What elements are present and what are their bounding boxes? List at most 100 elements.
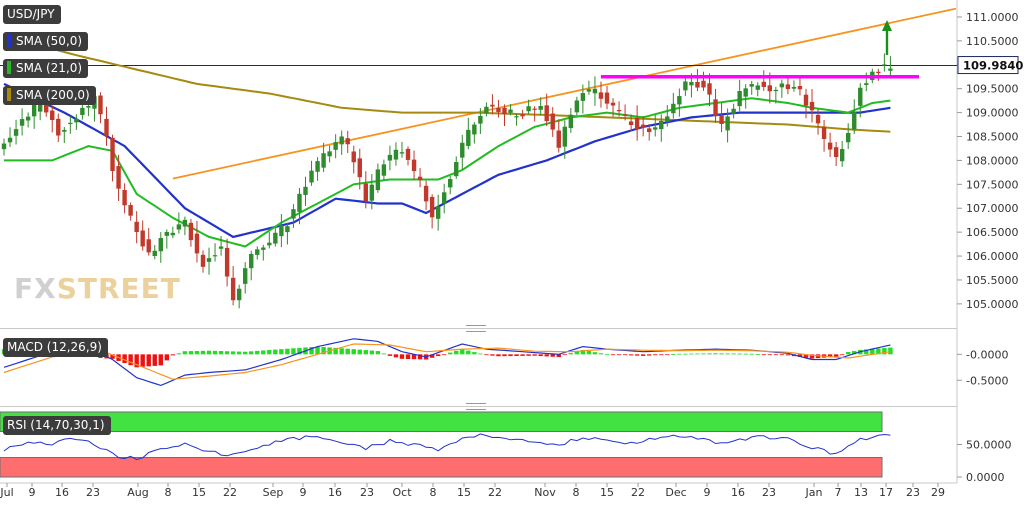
candle-up [273, 232, 278, 244]
x-axis-label: Aug [127, 486, 148, 499]
candle-up [236, 288, 242, 301]
rsi-label-text: RSI (14,70,30,1) [7, 418, 105, 432]
macd-histogram-bar [369, 350, 375, 355]
candle-down [634, 117, 640, 130]
candle-up [1, 143, 7, 150]
candle-up [743, 88, 748, 97]
candle-up [86, 106, 91, 108]
macd-histogram-bar [502, 354, 507, 357]
candle-up [7, 137, 13, 143]
macd-histogram-bar [387, 354, 393, 356]
candle-down [110, 137, 115, 172]
candle-up [653, 127, 658, 130]
sma21-label[interactable]: SMA (21,0) [3, 59, 89, 78]
candle-down [411, 159, 417, 172]
x-axis-label: 15 [192, 486, 206, 499]
rsi-label[interactable]: RSI (14,70,30,1) [3, 416, 111, 435]
candle-down [640, 124, 646, 128]
sma21-label-text: SMA (21,0) [16, 61, 83, 75]
price-tick-label: 106.0000 [966, 250, 1019, 263]
candle-up [176, 224, 182, 230]
macd-histogram-bar [809, 354, 815, 359]
candle-up [574, 100, 580, 113]
pane-resize-handle[interactable] [466, 325, 486, 332]
candle-up [285, 226, 290, 233]
candle-up [882, 64, 887, 66]
candle-down [188, 222, 194, 241]
macd-histogram-bar [508, 354, 513, 357]
rsi-line [3, 433, 891, 461]
macd-histogram-bar [532, 354, 537, 356]
macd-histogram-bar [441, 354, 447, 356]
macd-histogram-bar [628, 354, 634, 356]
macd-histogram-bar [297, 347, 302, 355]
candle-down [556, 130, 561, 148]
candle-down [98, 95, 103, 115]
candle-up [755, 85, 760, 90]
x-axis-label: 22 [631, 486, 645, 499]
fxstreet-watermark: FXSTREET [14, 272, 181, 305]
symbol-label[interactable]: USD/JPY [3, 5, 61, 24]
pane-resize-handle[interactable] [466, 403, 486, 410]
candle-up [773, 89, 779, 92]
macd-tick-label: -0.5000 [966, 374, 1008, 387]
candle-down [363, 183, 368, 202]
macd-histogram-bar [839, 354, 845, 356]
candle-down [104, 118, 109, 136]
macd-histogram-bar [695, 353, 700, 355]
x-axis-label: 16 [731, 486, 745, 499]
macd-histogram-bar [568, 353, 574, 355]
candle-down [520, 114, 525, 117]
macd-histogram-bar [737, 353, 742, 355]
macd-histogram-bar [375, 351, 381, 355]
candle-down [423, 185, 429, 202]
candle-up [74, 118, 79, 123]
candle-down [50, 110, 55, 121]
symbol-label-text: USD/JPY [7, 7, 55, 21]
macd-histogram-bar [550, 354, 555, 357]
price-tick-label: 107.5000 [966, 178, 1019, 191]
macd-histogram-bar [454, 350, 459, 355]
candle-down [502, 107, 507, 115]
sma50-label-text: SMA (50,0) [16, 34, 83, 48]
macd-histogram-bar [243, 351, 248, 355]
x-axis-label: 23 [762, 486, 776, 499]
macd-rsi-divider [0, 406, 957, 407]
candle-down [532, 108, 537, 110]
candle-up [68, 122, 73, 125]
candle-up [466, 129, 471, 147]
candle-up [858, 87, 863, 106]
candle-down [128, 205, 133, 216]
candle-down [707, 83, 712, 95]
candle-up [484, 106, 489, 114]
x-axis-label: 29 [931, 486, 945, 499]
macd-histogram-bar [182, 351, 188, 355]
candle-up [472, 124, 477, 135]
sma200-label[interactable]: SMA (200,0) [3, 86, 96, 105]
macd-histogram-bar [689, 353, 694, 355]
price-macd-divider [0, 328, 957, 329]
candle-up [586, 89, 592, 92]
sma50-label[interactable]: SMA (50,0) [3, 32, 89, 51]
candle-up [152, 250, 157, 257]
candle-down [647, 128, 652, 133]
candle-down [140, 230, 145, 247]
candle-down [357, 158, 362, 178]
candle-up [267, 242, 272, 246]
macd-histogram-bar [634, 354, 640, 356]
x-axis-label: 9 [704, 486, 711, 499]
candle-down [701, 80, 706, 88]
rsi-tick-label: 50.0000 [966, 439, 1012, 452]
macd-histogram-bar [158, 354, 163, 366]
candle-up [852, 111, 857, 130]
sma50-line [3, 82, 891, 239]
candle-down [803, 94, 809, 106]
candle-up [164, 231, 170, 236]
candle-up [677, 96, 682, 105]
macd-histogram-bar [586, 351, 592, 355]
candle-down [405, 148, 411, 160]
sma50-swatch [7, 34, 11, 47]
macd-label[interactable]: MACD (12,26,9) [3, 338, 108, 357]
macd-histogram-bar [315, 346, 320, 355]
